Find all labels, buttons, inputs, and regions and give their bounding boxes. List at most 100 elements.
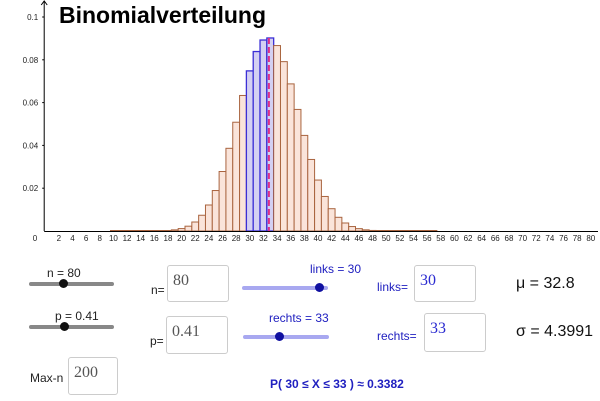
mean-value: μ = 32.8 [516, 275, 575, 292]
x-tick-label: 24 [204, 234, 213, 243]
x-tick-label: 28 [232, 234, 241, 243]
bar [293, 108, 302, 232]
x-tick-label: 54 [409, 234, 418, 243]
rechts-input[interactable]: 33 [424, 313, 486, 352]
bar [348, 226, 357, 232]
y-tick-label: 0.06 [23, 99, 39, 108]
links-slider-handle[interactable] [315, 283, 325, 292]
x-tick-label: 78 [573, 234, 582, 243]
maxn-label: Max-n [30, 371, 64, 385]
rechts-slider-label: rechts = 33 [269, 311, 329, 325]
bar [198, 214, 206, 232]
maxn-input[interactable]: 200 [68, 357, 118, 395]
bar [314, 179, 322, 232]
bar [204, 204, 213, 232]
y-tick-label: 0.02 [23, 184, 39, 193]
x-tick-label: 32 [259, 234, 268, 243]
x-tick-label: 46 [354, 234, 363, 243]
page-title: Binomialverteilung [59, 2, 267, 28]
x-tick-label: 58 [436, 234, 445, 243]
x-tick-label: 6 [84, 234, 89, 243]
bar [170, 229, 179, 232]
highlighted-bar [245, 70, 254, 232]
x-tick-label: 40 [314, 234, 323, 243]
bar [320, 195, 329, 232]
bar [218, 171, 227, 232]
x-tick-label: 10 [109, 234, 118, 243]
x-tick-label: 2 [57, 234, 62, 243]
x-tick-label: 56 [423, 234, 432, 243]
x-tick-label: 60 [450, 234, 459, 243]
highlighted-bar [259, 39, 268, 232]
x-tick-label: 42 [327, 234, 336, 243]
bar [334, 216, 343, 232]
links-slider[interactable] [242, 283, 328, 292]
x-tick-label: 8 [98, 234, 103, 243]
links-field-label: links= [377, 280, 409, 294]
x-tick-label: 34 [273, 234, 282, 243]
bar [177, 228, 186, 232]
x-tick-label: 30 [245, 234, 254, 243]
p-slider[interactable] [29, 322, 114, 331]
x-tick-label: 36 [286, 234, 295, 243]
rechts-slider[interactable] [243, 332, 329, 341]
bar [273, 45, 281, 232]
x-tick-label: 72 [532, 234, 541, 243]
n-slider[interactable] [29, 279, 114, 288]
bar [341, 222, 350, 232]
rechts-slider-handle[interactable] [275, 332, 285, 341]
bar [355, 228, 363, 232]
n-slider-handle[interactable] [59, 279, 68, 288]
x-tick-label: 48 [368, 234, 377, 243]
x-tick-label: 14 [136, 234, 145, 243]
bar [286, 83, 295, 232]
x-tick-label: 62 [464, 234, 473, 243]
x-tick-label: 70 [518, 234, 527, 243]
x-tick-label: 76 [559, 234, 568, 243]
bar [300, 134, 309, 232]
bar [239, 94, 247, 232]
binomial-chart: 0 2 4 6 8 10 12 14 16 18 20 22 24 26 28 30 32 34 36 38 40 42 4… [23, 0, 598, 243]
probability-result: P( 30 ≤ X ≤ 33 ) ≈ 0.3382 [270, 377, 404, 391]
bar [232, 121, 241, 232]
bar [307, 158, 316, 232]
bar [368, 229, 377, 232]
x-tick-label: 68 [505, 234, 514, 243]
highlighted-bar [252, 50, 261, 232]
n-slider-label: n = 80 [47, 266, 81, 280]
n-input[interactable]: 80 [167, 265, 229, 302]
y-tick-label: 0.1 [27, 13, 39, 22]
sigma-value: σ = 4.3991 [516, 323, 594, 340]
p-field-label: p= [150, 334, 164, 348]
y-tick-label: 0.04 [23, 141, 39, 150]
x-tick-label: 18 [164, 234, 173, 243]
y-tick-label: 0.08 [23, 56, 39, 65]
y-axis-arrow-icon [40, 0, 48, 6]
x-tick-label: 74 [545, 234, 554, 243]
x-tick-label: 4 [70, 234, 75, 243]
x-tick-label: 66 [491, 234, 500, 243]
bar [211, 190, 220, 232]
x-tick-label: 16 [150, 234, 159, 243]
x-tick-label: 22 [191, 234, 200, 243]
x-tick-label: 52 [395, 234, 404, 243]
bar [191, 221, 200, 232]
bar [225, 147, 234, 232]
x-tick-label: 80 [586, 234, 595, 243]
p-slider-handle[interactable] [59, 322, 69, 331]
x-tick-label: 38 [300, 234, 309, 243]
x-tick-label: 44 [341, 234, 350, 243]
links-slider-label: links = 30 [310, 262, 362, 276]
x-tick-label: 12 [123, 234, 132, 243]
p-input[interactable]: 0.41 [166, 316, 228, 354]
bar [361, 229, 370, 232]
x-tick-label: 20 [177, 234, 186, 243]
bar [327, 208, 336, 232]
x-tick-label: 0 [33, 234, 38, 243]
x-tick-label: 26 [218, 234, 227, 243]
highlighted-bar [266, 37, 275, 232]
n-field-label: n= [151, 283, 165, 297]
p-slider-label: p = 0.41 [55, 309, 99, 323]
x-tick-label: 50 [382, 234, 391, 243]
links-input[interactable]: 30 [414, 265, 476, 302]
